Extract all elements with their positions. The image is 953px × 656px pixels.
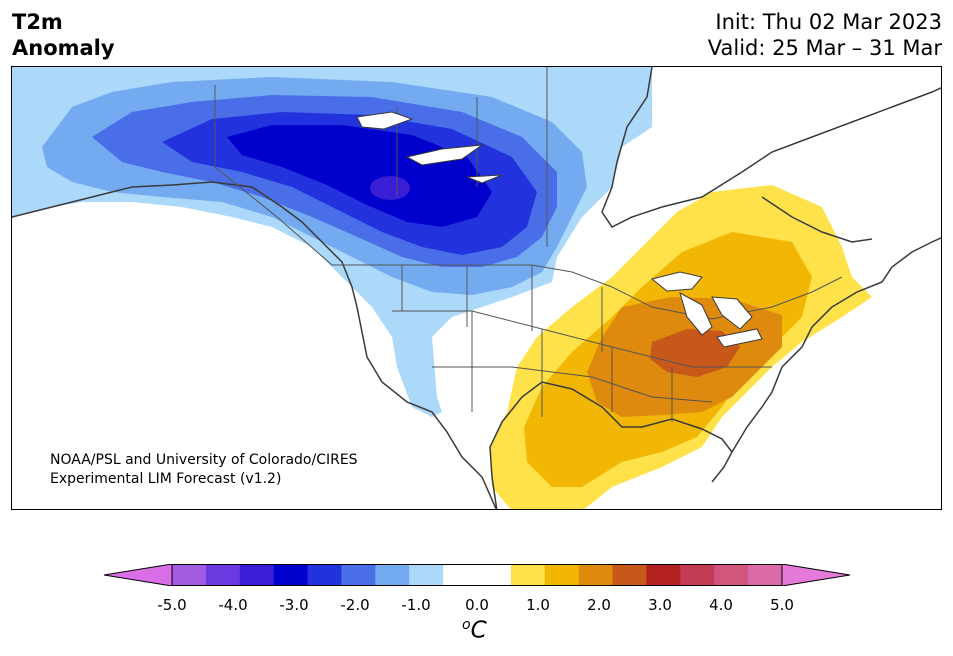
anomaly-contour-dark-orange — [650, 329, 740, 377]
colorbar-segment — [748, 564, 783, 586]
colorbar-segment — [612, 564, 647, 586]
colorbar-tick-label: -2.0 — [340, 596, 370, 614]
valid-range: Valid: 25 Mar – 31 Mar — [707, 36, 942, 60]
great-lakes — [356, 111, 763, 348]
colorbar-tick-label: -4.0 — [218, 596, 248, 614]
colorbar-segment — [172, 564, 207, 586]
colorbar — [104, 564, 850, 586]
colorbar-segments — [172, 564, 783, 586]
credit-line1: NOAA/PSL and University of Colorado/CIRE… — [50, 452, 358, 468]
colorbar-segment — [375, 564, 410, 586]
colorbar-segment — [341, 564, 376, 586]
colorbar-tick-label: 4.0 — [709, 596, 733, 614]
colorbar-tick-label: 3.0 — [648, 596, 672, 614]
political-borders — [214, 67, 843, 422]
colorbar-segment — [578, 564, 614, 586]
colorbar-segment — [273, 564, 309, 586]
colorbar-tick-label: -5.0 — [157, 596, 187, 614]
map-title-line1: T2m — [12, 10, 63, 34]
colorbar-tick-label: 0.0 — [465, 596, 489, 614]
anomaly-contour-core — [370, 176, 410, 200]
colorbar-tick-label: -3.0 — [279, 596, 309, 614]
credit-line2: Experimental LIM Forecast (v1.2) — [50, 471, 281, 487]
forecast-dates: Init: Thu 02 Mar 2023 Valid: 25 Mar – 31… — [708, 9, 942, 61]
colorbar-tick-label: 2.0 — [587, 596, 611, 614]
colorbar-max-extend — [781, 564, 850, 586]
anomaly-map: NOAA/PSL and University of Colorado/CIRE… — [11, 66, 942, 510]
colorbar-segment — [544, 564, 580, 586]
init-date: Init: Thu 02 Mar 2023 — [715, 10, 942, 34]
unit-letter: C — [470, 617, 487, 644]
colorbar-segment — [477, 564, 512, 586]
colorbar-segment — [205, 564, 241, 586]
colorbar-segment — [646, 564, 681, 586]
colorbar-outline — [171, 564, 783, 586]
colorbar-segment — [239, 564, 275, 586]
map-title-line2: Anomaly — [12, 36, 115, 60]
unit-degree: o — [462, 617, 471, 633]
colorbar-tick-label: 1.0 — [526, 596, 550, 614]
colorbar-segment — [680, 564, 715, 586]
colorbar-tick-label: 5.0 — [770, 596, 794, 614]
colorbar-segment — [409, 564, 444, 586]
colorbar-segment — [307, 564, 342, 586]
colorbar-ticks: -5.0 -4.0 -3.0 -2.0 -1.0 0.0 1.0 2.0 3.0 4.0 5.0 — [0, 596, 953, 616]
colorbar-min-extend — [104, 564, 173, 586]
colorbar-tick-label: -1.0 — [401, 596, 431, 614]
colorbar-segment — [510, 564, 546, 586]
colorbar-unit: oC — [462, 617, 487, 644]
anomaly-contour-dark-blue — [227, 125, 492, 227]
coastlines — [12, 67, 941, 509]
map-svg: NOAA/PSL and University of Colorado/CIRE… — [12, 67, 941, 509]
map-title: T2m Anomaly — [12, 9, 115, 61]
colorbar-segment — [443, 564, 478, 586]
colorbar-segment — [714, 564, 749, 586]
